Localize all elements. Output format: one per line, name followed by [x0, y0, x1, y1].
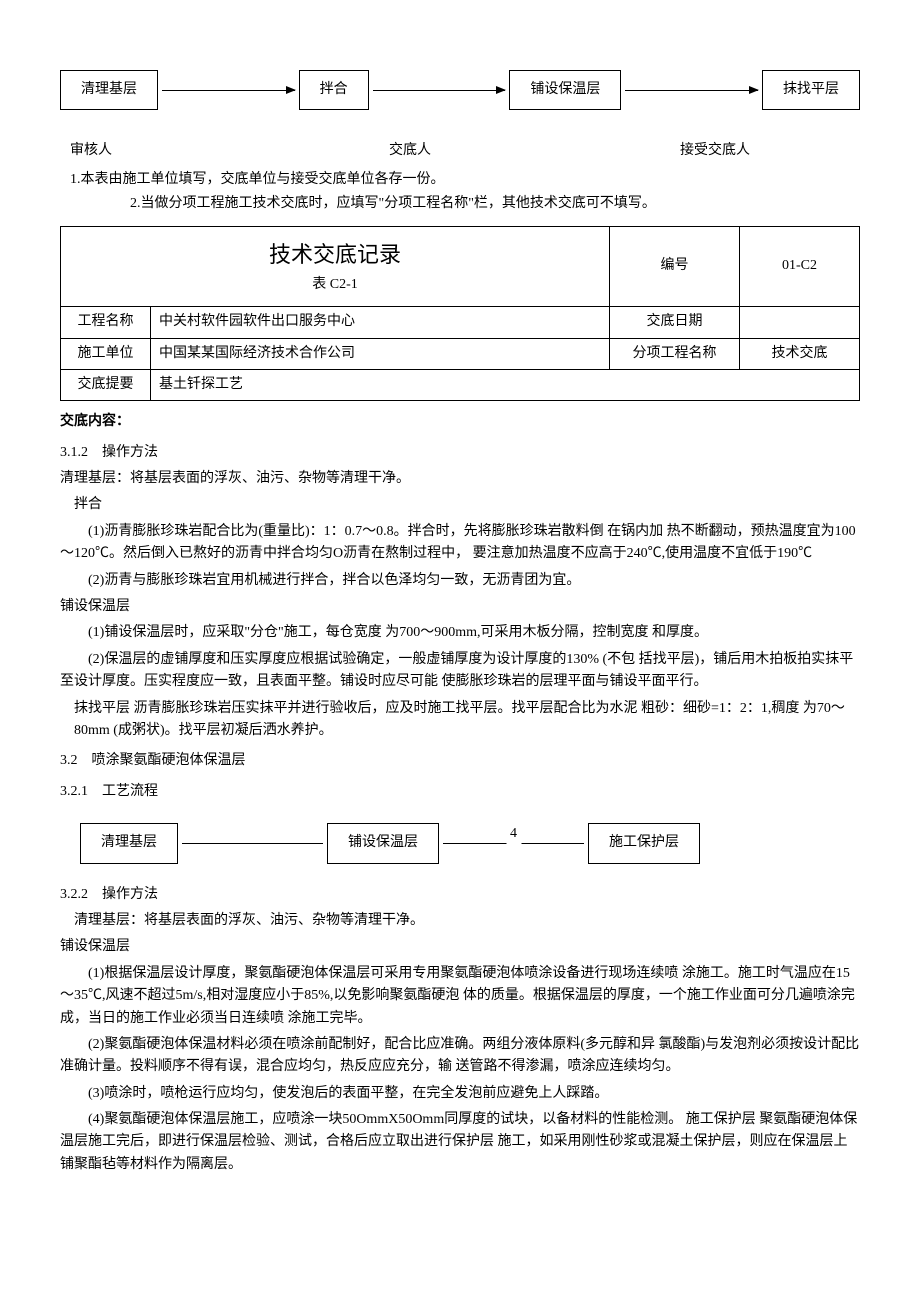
flow1-box-4: 抹找平层 [762, 70, 860, 110]
subitem-label: 分项工程名称 [610, 338, 740, 369]
para-14: (4)聚氨酯硬泡体保温层施工，应喷涂一块50OmmX50Omm同厚度的试块，以备… [60, 1109, 860, 1176]
flow2-conn-1 [182, 843, 323, 844]
note-2: 2.当做分项工程施工技术交底时，应填写"分项工程名称"栏，其他技术交底可不填写。 [130, 193, 860, 215]
discloser-label: 交底人 [297, 140, 524, 162]
content-title: 交底内容： [60, 411, 860, 433]
project-name-value: 中关村软件园软件出口服务中心 [151, 307, 610, 338]
flow2-box-1: 清理基层 [80, 823, 178, 863]
heading-312: 3.1.2 操作方法 [60, 442, 860, 464]
note-1: 1.本表由施工单位填写，交底单位与接受交底单位各存一份。 [70, 169, 860, 191]
summary-label: 交底提要 [61, 369, 151, 400]
number-label: 编号 [610, 226, 740, 307]
flow2-box-3: 施工保护层 [588, 823, 700, 863]
flow1-arrow-3 [625, 90, 758, 91]
heading-321: 3.2.1 工艺流程 [60, 781, 860, 803]
flow2-box-2: 铺设保温层 [327, 823, 439, 863]
record-title: 技术交底记录 [69, 231, 601, 274]
record-table: 技术交底记录 表 C2-1 编号 01-C2 工程名称 中关村软件园软件出口服务… [60, 226, 860, 402]
unit-label: 施工单位 [61, 338, 151, 369]
para-5: 铺设保温层 [60, 596, 860, 618]
para-3: (1)沥青膨胀珍珠岩配合比为(重量比)：1：0.7～0.8。拌合时，先将膨胀珍珠… [60, 521, 860, 566]
para-6: (1)铺设保温层时，应采取"分仓"施工，每仓宽度 为700～900mm,可采用木… [60, 622, 860, 644]
para-7: (2)保温层的虚铺厚度和压实厚度应根据试验确定，一般虚铺厚度为设计厚度的130%… [60, 649, 860, 694]
para-1: 清理基层：将基层表面的浮灰、油污、杂物等清理干净。 [60, 468, 860, 490]
para-8: 抹找平层 沥青膨胀珍珠岩压实抹平并进行验收后，应及时施工找平层。找平层配合比为水… [74, 698, 860, 743]
flow2-conn-2: 4 [443, 843, 584, 844]
para-11: (1)根据保温层设计厚度，聚氨酯硬泡体保温层可采用专用聚氨酯硬泡体喷涂设备进行现… [60, 963, 860, 1030]
para-13: (3)喷涂时，喷枪运行应均匀，使发泡后的表面平整，在完全发泡前应避免上人踩踏。 [60, 1083, 860, 1105]
subitem-value: 技术交底 [740, 338, 860, 369]
receiver-label: 接受交底人 [523, 140, 850, 162]
flow2-mid-label: 4 [506, 823, 521, 845]
heading-32: 3.2 喷涂聚氨酯硬泡体保温层 [60, 750, 860, 772]
flow1-arrow-1 [162, 90, 295, 91]
para-4: (2)沥青与膨胀珍珠岩宜用机械进行拌合，拌合以色泽均匀一致，无沥青团为宜。 [60, 570, 860, 592]
date-value [740, 307, 860, 338]
record-title-cell: 技术交底记录 表 C2-1 [61, 226, 610, 307]
flow1-arrow-2 [373, 90, 506, 91]
record-subtitle: 表 C2-1 [69, 274, 601, 302]
para-9: 清理基层：将基层表面的浮灰、油污、杂物等清理干净。 [74, 910, 860, 932]
para-12: (2)聚氨酯硬泡体保温材料必须在喷涂前配制好，配合比应准确。两组分液体原料(多元… [60, 1034, 860, 1079]
date-label: 交底日期 [610, 307, 740, 338]
number-value: 01-C2 [740, 226, 860, 307]
signature-row: 审核人 交底人 接受交底人 [60, 140, 860, 162]
reviewer-label: 审核人 [70, 140, 297, 162]
flow1-box-3: 铺设保温层 [509, 70, 621, 110]
flow-diagram-2: 清理基层 铺设保温层 4 施工保护层 [80, 823, 700, 863]
unit-value: 中国某某国际经济技术合作公司 [151, 338, 610, 369]
flow1-box-1: 清理基层 [60, 70, 158, 110]
heading-322: 3.2.2 操作方法 [60, 884, 860, 906]
para-2: 拌合 [74, 494, 860, 516]
flow1-box-2: 拌合 [299, 70, 369, 110]
summary-value: 基土钎探工艺 [151, 369, 860, 400]
para-10: 铺设保温层 [60, 936, 860, 958]
project-name-label: 工程名称 [61, 307, 151, 338]
flow-diagram-1: 清理基层 拌合 铺设保温层 抹找平层 [60, 70, 860, 110]
